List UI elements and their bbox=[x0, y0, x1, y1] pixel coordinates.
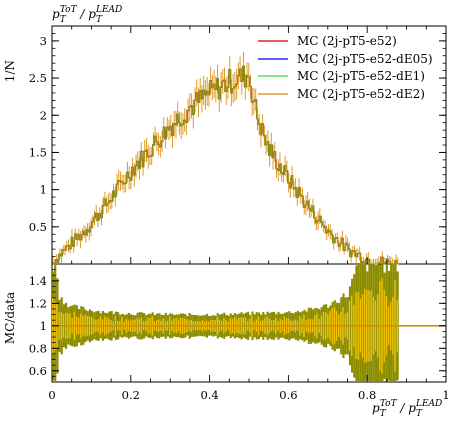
x-tick-label: 0.6 bbox=[279, 388, 297, 402]
bottom-ytick-label: 0.8 bbox=[29, 341, 47, 355]
bottom-ytick-label: 1.4 bbox=[29, 274, 47, 288]
top-ytick-label: 0.5 bbox=[29, 220, 47, 234]
chart-title: pTToT / pTLEAD bbox=[52, 5, 122, 25]
top-ytick-label: 2 bbox=[40, 108, 47, 122]
top-ytick-label: 2.5 bbox=[29, 71, 47, 85]
legend-label-1: MC (2j-pT5-e52) bbox=[297, 34, 397, 48]
bottom-ytick-label: 1.2 bbox=[29, 296, 47, 310]
legend-label-4: MC (2j-pT5-e52-dE2) bbox=[297, 87, 425, 101]
top-ytick-label: 3 bbox=[40, 34, 47, 48]
legend: MC (2j-pT5-e52) MC (2j-pT5-e52-dE05) MC … bbox=[258, 34, 433, 101]
x-tick-label: 0 bbox=[48, 388, 55, 402]
top-ylabel: 1/N bbox=[3, 60, 17, 82]
x-tick-label: 0.8 bbox=[358, 388, 376, 402]
top-panel-content bbox=[52, 51, 399, 265]
bottom-ylabel: MC/data bbox=[3, 292, 17, 344]
top-ytick-label: 1.5 bbox=[29, 145, 47, 159]
axis-ticks: 0.5 1 1.5 2 2.5 3 0 0.2 0.4 0.6 0.8 1 0.6 0.8 1 1.2 1.4 bbox=[29, 26, 450, 402]
legend-label-3: MC (2j-pT5-e52-dE1) bbox=[297, 69, 425, 83]
x-tick-label: 0.2 bbox=[122, 388, 140, 402]
bottom-ytick-label: 0.6 bbox=[29, 364, 47, 378]
legend-label-2: MC (2j-pT5-e52-dE05) bbox=[297, 52, 433, 66]
top-ytick-label: 1 bbox=[40, 183, 47, 197]
x-axis-label: pTToT / pTLEAD bbox=[372, 399, 442, 419]
x-tick-label: 1 bbox=[442, 388, 449, 402]
series-line-4 bbox=[52, 65, 399, 265]
bottom-panel-content bbox=[52, 264, 446, 382]
x-tick-label: 0.4 bbox=[200, 388, 218, 402]
bottom-ytick-label: 1 bbox=[40, 319, 47, 333]
